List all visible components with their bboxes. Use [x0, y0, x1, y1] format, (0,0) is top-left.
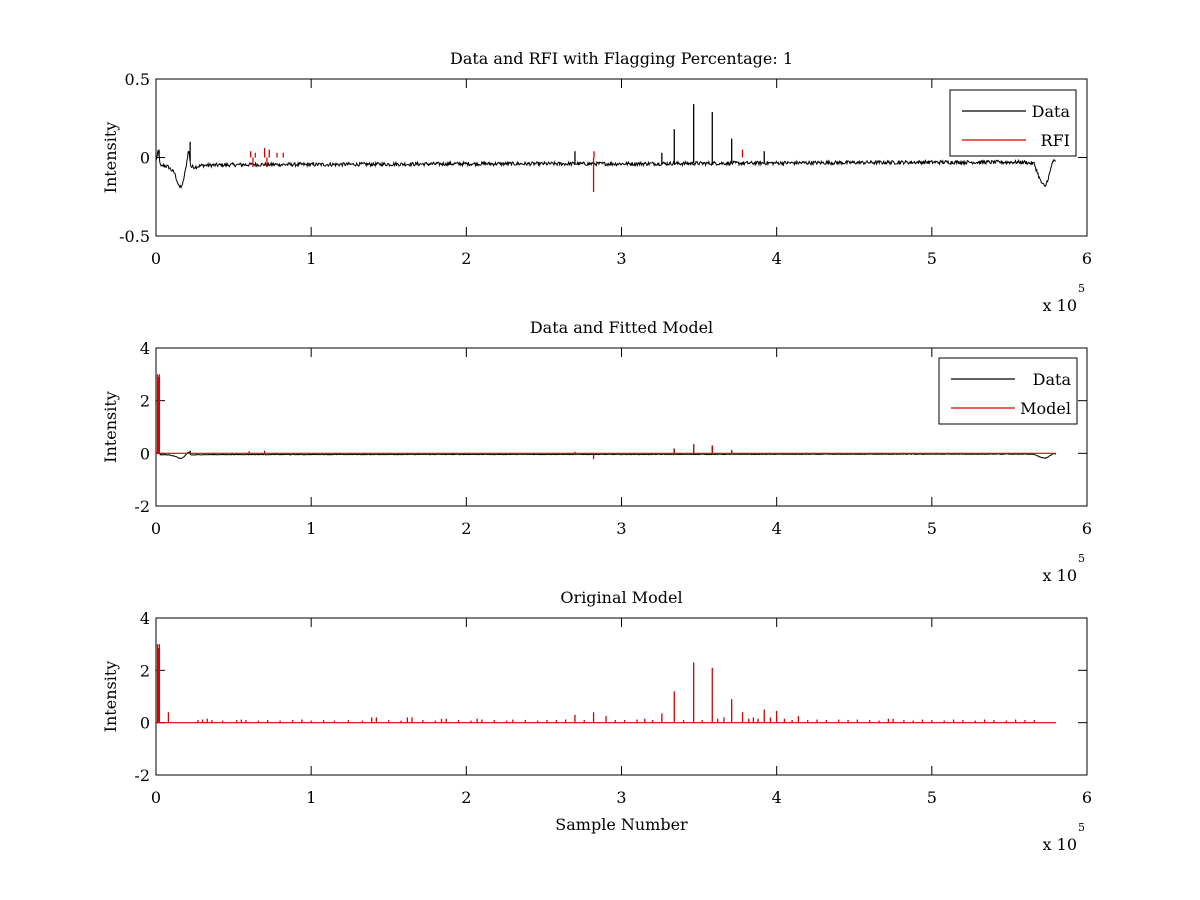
x-tick-label: 2	[461, 249, 471, 268]
y-tick-label: 0.5	[125, 70, 150, 89]
x-exponent-base: x 10	[1043, 835, 1077, 854]
legend: Data Model	[938, 357, 1078, 425]
y-tick-label: 0	[140, 444, 150, 463]
legend-label: Model	[1020, 399, 1071, 418]
x-tick-label: 5	[927, 788, 937, 807]
y-axis-label: Intensity	[101, 122, 120, 194]
x-tick-label: 3	[616, 519, 626, 538]
axes-box	[155, 347, 1088, 507]
y-tick-label: 0	[140, 714, 150, 733]
series-1	[156, 644, 1056, 724]
x-tick-label: 2	[461, 519, 471, 538]
x-exponent-base: x 10	[1043, 296, 1077, 315]
x-tick-label: 1	[306, 519, 316, 538]
y-axis-label: Intensity	[101, 661, 120, 733]
x-tick-label: 0	[151, 249, 161, 268]
chart-title: Data and Fitted Model	[530, 318, 713, 337]
x-tick-label: 6	[1082, 519, 1092, 538]
chart-title: Data and RFI with Flagging Percentage: 1	[450, 49, 793, 68]
y-tick-label: 2	[140, 392, 150, 411]
series-model	[156, 374, 1056, 460]
plot-area	[156, 104, 1057, 193]
y-tick-label: 4	[140, 339, 150, 358]
x-exponent-power: 5	[1078, 282, 1085, 295]
x-tick-label: 1	[306, 249, 316, 268]
x-tick-label: 5	[927, 249, 937, 268]
x-exponent-power: 5	[1078, 552, 1085, 565]
x-tick-label: 4	[772, 788, 782, 807]
y-tick-label: 4	[140, 609, 150, 628]
x-tick-label: 4	[772, 249, 782, 268]
legend-label: Data	[1033, 370, 1072, 389]
x-axis-label: Sample Number	[555, 815, 688, 834]
x-tick-label: 2	[461, 788, 471, 807]
y-tick-label: -2	[134, 766, 150, 785]
x-tick-label: 1	[306, 788, 316, 807]
y-tick-label: -0.5	[119, 227, 150, 246]
x-exponent-base: x 10	[1043, 566, 1077, 585]
x-tick-label: 4	[772, 519, 782, 538]
x-tick-label: 0	[151, 519, 161, 538]
x-tick-label: 3	[616, 249, 626, 268]
x-tick-label: 3	[616, 788, 626, 807]
x-tick-label: 6	[1082, 788, 1092, 807]
x-tick-label: 6	[1082, 249, 1092, 268]
legend-label: RFI	[1041, 131, 1070, 150]
legend-label: Data	[1032, 102, 1071, 121]
subplot-1: Data and RFI with Flagging Percentage: 1…	[101, 49, 1092, 315]
x-exponent-power: 5	[1078, 821, 1085, 834]
y-tick-label: -2	[134, 497, 150, 516]
legend-box	[949, 89, 1077, 157]
axes-box	[155, 617, 1088, 776]
series-line	[156, 149, 1057, 189]
legend-box	[938, 357, 1078, 425]
plot-area	[156, 644, 1056, 724]
subplot-3: Original Model Intensity Sample Number 0 1 2 3…	[101, 588, 1092, 854]
y-axis-label: Intensity	[101, 391, 120, 463]
chart-title: Original Model	[560, 588, 682, 607]
series-rfi	[250, 148, 744, 193]
x-tick-label: 0	[151, 788, 161, 807]
axes-box	[155, 78, 1088, 237]
plot-area	[156, 374, 1057, 460]
x-tick-label: 5	[927, 519, 937, 538]
series-line	[156, 451, 1057, 459]
y-tick-label: 0	[140, 149, 150, 168]
legend: Data RFI	[949, 89, 1077, 157]
y-tick-label: 2	[140, 661, 150, 680]
series-data	[156, 104, 1057, 189]
